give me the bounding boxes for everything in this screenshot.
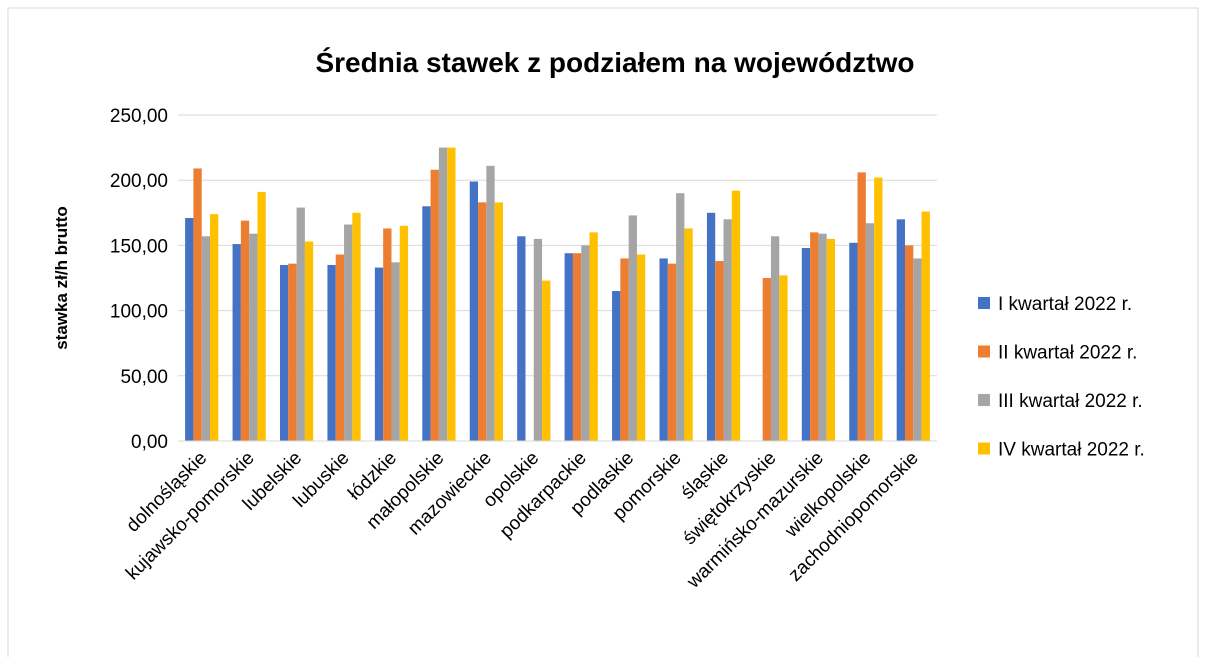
bar: [193, 168, 202, 442]
bar: [542, 280, 551, 441]
bar: [438, 147, 448, 441]
legend-label: II kwartał 2022 r.: [998, 343, 1137, 364]
bar: [564, 253, 573, 441]
bar: [447, 147, 456, 441]
bar: [494, 202, 503, 441]
bar: [779, 275, 788, 441]
legend-label: III kwartał 2022 r.: [998, 391, 1143, 412]
bar: [589, 232, 598, 441]
bar: [210, 214, 219, 441]
bar: [352, 212, 361, 441]
y-axis-label: stawka zł/h brutto: [52, 206, 71, 350]
y-tick-label: 200,00: [110, 171, 168, 192]
legend-swatch: [978, 297, 990, 309]
bar: [921, 211, 930, 441]
bar: [335, 254, 345, 441]
bar: [706, 212, 716, 441]
bar: [659, 258, 668, 441]
bar: [257, 191, 266, 441]
bar: [715, 261, 724, 441]
bar: [279, 264, 289, 441]
bar: [801, 248, 811, 441]
bar: [913, 258, 922, 441]
bar: [240, 220, 250, 441]
bar: [399, 225, 409, 441]
bar: [232, 244, 241, 441]
bar: [383, 228, 392, 441]
legend-label: I kwartał 2022 r.: [998, 294, 1132, 315]
bar: [612, 291, 621, 441]
bar: [430, 169, 439, 441]
legend-swatch: [978, 442, 990, 455]
y-tick-label: 250,00: [110, 106, 168, 127]
bar: [344, 224, 353, 441]
bar: [723, 219, 732, 441]
y-tick-label: 150,00: [110, 236, 168, 257]
bar: [572, 253, 582, 441]
bar: [304, 241, 314, 441]
bar: [517, 236, 526, 441]
bar: [865, 223, 875, 441]
y-tick-label: 100,00: [110, 302, 168, 323]
legend-swatch: [978, 394, 990, 406]
bar: [904, 245, 914, 441]
bar: [857, 172, 866, 441]
bar: [288, 263, 297, 441]
bar: [422, 206, 431, 441]
bar: [327, 264, 336, 441]
bar: [636, 254, 646, 441]
bar: [762, 278, 771, 441]
bar: [533, 238, 543, 441]
legend-swatch: [978, 345, 990, 358]
bar: [818, 233, 827, 441]
bar: [676, 193, 685, 441]
bar: [478, 202, 487, 441]
bar: [469, 181, 479, 441]
legend-label: IV kwartał 2022 r.: [998, 440, 1145, 461]
bar: [628, 215, 637, 441]
bar: [201, 236, 211, 441]
bar: [391, 262, 400, 441]
bar: [874, 177, 883, 442]
bar: [249, 233, 258, 441]
chart-title: Średnia stawek z podziałem na województw…: [315, 47, 914, 78]
bar: [849, 242, 858, 441]
y-tick-label: 50,00: [120, 367, 168, 388]
bar: [296, 207, 305, 441]
bar: [826, 238, 836, 441]
bar: [185, 218, 194, 441]
y-tick-label: 0,00: [131, 432, 168, 453]
bar: [684, 228, 693, 441]
bar: [731, 190, 741, 441]
bar: [581, 245, 590, 441]
bar: [667, 263, 677, 441]
bar: [896, 219, 905, 441]
bar: [374, 267, 384, 441]
bar: [770, 236, 780, 441]
bar: [486, 165, 495, 441]
bar: [810, 232, 819, 441]
bar: [620, 258, 629, 441]
